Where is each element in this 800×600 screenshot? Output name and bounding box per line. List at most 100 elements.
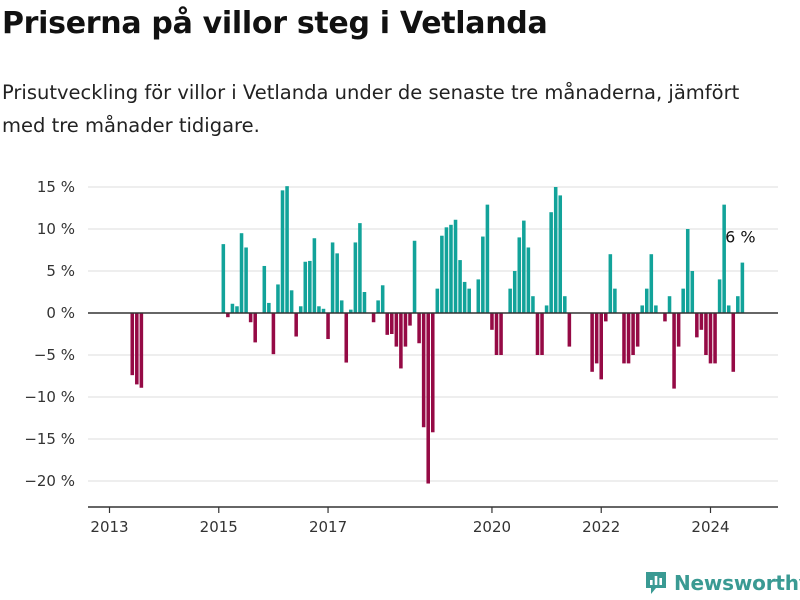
bar <box>430 313 435 433</box>
bar <box>654 305 658 313</box>
bar <box>499 313 503 355</box>
bar <box>221 244 226 313</box>
bar <box>449 224 453 313</box>
bar <box>412 240 417 313</box>
x-tick-label: 2022 <box>582 518 620 536</box>
x-tick-label: 2020 <box>473 518 511 536</box>
bar <box>685 229 690 313</box>
bar <box>308 260 312 313</box>
data-label: 6 % <box>725 228 755 247</box>
bar <box>371 313 376 323</box>
bar <box>385 313 390 335</box>
bar <box>708 313 713 364</box>
bar <box>599 313 603 380</box>
bar <box>508 288 512 313</box>
bar <box>444 227 449 313</box>
bar <box>667 296 672 313</box>
bar <box>440 235 444 313</box>
bar <box>740 262 745 313</box>
bar <box>276 284 280 313</box>
bar <box>321 308 326 313</box>
bar <box>635 313 640 347</box>
bar <box>722 204 726 313</box>
bar <box>672 313 676 389</box>
bar <box>403 313 408 347</box>
bar <box>380 285 385 313</box>
bar <box>298 306 303 313</box>
chart-title: Priserna på villor steg i Vetlanda <box>2 6 548 41</box>
bar <box>289 290 294 313</box>
bar <box>553 187 558 313</box>
bar <box>390 313 394 334</box>
y-tick-label: −10 % <box>24 388 75 406</box>
bar <box>736 296 740 313</box>
bar <box>244 247 248 313</box>
bar <box>549 212 553 313</box>
bar <box>695 313 699 338</box>
bar <box>362 292 367 313</box>
bar <box>353 242 358 313</box>
bar <box>462 281 467 313</box>
bar <box>608 254 613 313</box>
bar <box>613 288 617 313</box>
bar <box>535 313 540 355</box>
bar <box>517 237 522 313</box>
bar <box>704 313 708 355</box>
bar-chart: 15 % 10 % 5 % 0 % −5 % −10 % −15 % −20 % 2013 201… <box>24 178 778 536</box>
bar <box>248 313 253 323</box>
bar <box>421 313 426 428</box>
bar <box>526 247 531 313</box>
bar <box>235 306 239 313</box>
bar <box>358 223 362 313</box>
bar <box>481 236 485 313</box>
bar <box>676 313 681 347</box>
newsworthy-logo-icon <box>646 572 666 594</box>
bar <box>435 288 440 313</box>
bar <box>726 305 731 313</box>
x-tick-label: 2017 <box>309 518 347 536</box>
brand: Newsworthy <box>644 568 800 598</box>
bar <box>544 305 549 313</box>
bar <box>453 219 458 313</box>
bar <box>494 313 499 355</box>
bar <box>476 279 481 313</box>
bar <box>531 296 535 313</box>
bar <box>330 242 335 313</box>
bar <box>317 306 321 313</box>
bar <box>731 313 736 372</box>
data-labels: 6 % <box>725 228 755 247</box>
x-tick-label: 2015 <box>200 518 238 536</box>
bar <box>467 288 471 313</box>
bar <box>376 300 380 313</box>
x-tick-label: 2024 <box>691 518 729 536</box>
bar <box>631 313 635 355</box>
bar <box>280 190 285 313</box>
bar <box>312 238 317 313</box>
bar <box>303 261 308 313</box>
bar <box>681 288 685 313</box>
bar <box>271 313 276 355</box>
y-tick-label: −15 % <box>24 430 75 448</box>
axes: 15 % 10 % 5 % 0 % −5 % −10 % −15 % −20 % 2013 201… <box>24 178 778 536</box>
bar <box>540 313 544 355</box>
bar <box>399 313 403 369</box>
y-tick-label: −20 % <box>24 472 75 490</box>
bar <box>644 288 649 313</box>
bar <box>594 313 599 364</box>
bar <box>558 195 563 313</box>
y-tick-label: 15 % <box>37 178 75 196</box>
bar <box>417 313 421 344</box>
bar <box>649 254 654 313</box>
bar-series <box>130 186 745 484</box>
bar <box>590 313 594 372</box>
bar <box>239 233 244 313</box>
bar <box>699 313 704 330</box>
bar <box>130 313 135 376</box>
bar <box>458 260 462 313</box>
bar <box>485 204 490 313</box>
bar <box>690 271 695 313</box>
bar <box>294 313 298 337</box>
bar <box>522 220 526 313</box>
bar <box>663 313 667 322</box>
bar <box>426 313 430 484</box>
